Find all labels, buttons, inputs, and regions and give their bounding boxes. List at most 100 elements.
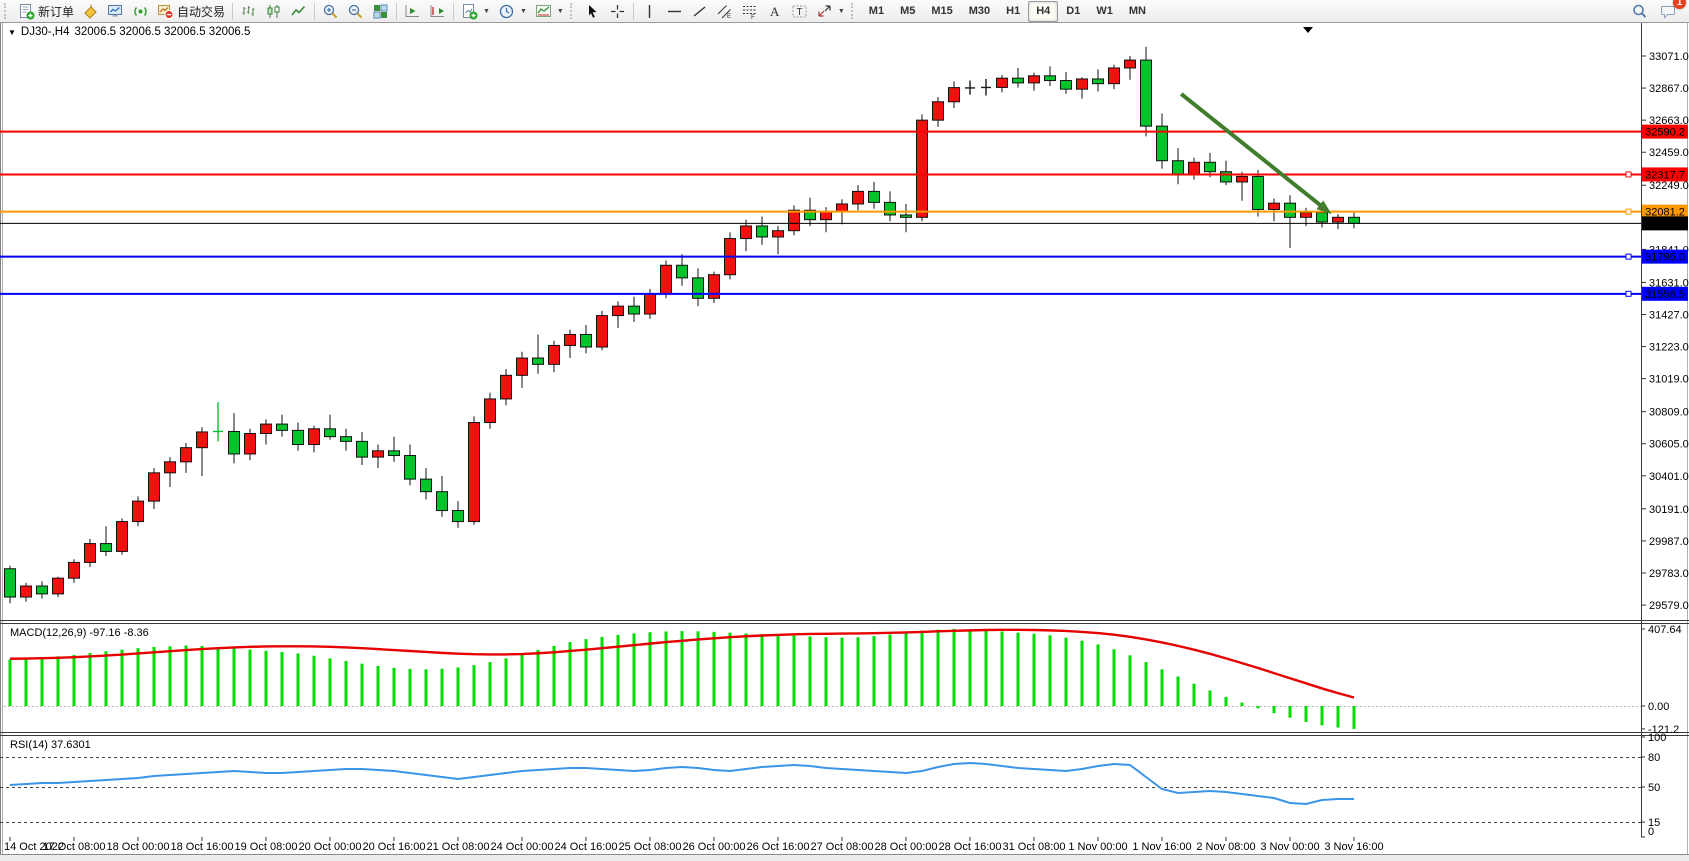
chart-shift-icon	[429, 3, 446, 20]
crosshair-button[interactable]	[605, 0, 630, 23]
timeframe-w1-button[interactable]: W1	[1096, 4, 1113, 17]
candle-body	[68, 561, 80, 579]
candle-body	[52, 577, 64, 595]
auto-scroll-button[interactable]	[400, 0, 425, 23]
line-chart-button[interactable]	[286, 0, 311, 23]
toolbar-grip	[4, 3, 10, 19]
price-level-badge	[1642, 124, 1688, 139]
price-level-badge-label: 31795.0	[1645, 252, 1685, 264]
candle-body	[20, 585, 32, 598]
price-axis-label: 31223.0	[1649, 342, 1689, 354]
time-axis-label: 20 Oct 16:00	[363, 841, 426, 853]
candle-body	[196, 431, 208, 449]
trendline-button[interactable]	[687, 0, 712, 23]
candle-body	[852, 190, 864, 205]
time-axis-label: 28 Oct 16:00	[939, 841, 1002, 853]
trend-arrow[interactable]	[1179, 92, 1327, 211]
tile-windows-button[interactable]	[368, 0, 393, 23]
candle-body	[756, 225, 768, 238]
time-axis-label: 26 Oct 00:00	[683, 841, 746, 853]
macd-axis-label: 0.00	[1648, 701, 1669, 713]
text-button[interactable]: A	[762, 0, 787, 23]
chart-canvas[interactable]: 33071.032867.032663.032459.032249.031841…	[0, 23, 1689, 860]
candle-body	[36, 585, 48, 595]
time-axis-label: 31 Oct 08:00	[1003, 841, 1066, 853]
timeframe-m5-button[interactable]: M5	[900, 4, 916, 17]
toolbar-separator	[453, 2, 455, 20]
indicators-button[interactable]: ▼	[531, 0, 568, 23]
candle-body	[500, 374, 512, 400]
price-axis-label: 32249.0	[1649, 180, 1689, 192]
level-handle[interactable]	[1625, 253, 1632, 260]
svg-text:F: F	[751, 14, 755, 20]
candle-body	[948, 87, 960, 103]
chart-shift-button[interactable]	[425, 0, 450, 23]
chevron-down-icon[interactable]: ▼	[837, 7, 845, 15]
vertical-line-button[interactable]	[637, 0, 662, 23]
signal-button[interactable]	[128, 0, 153, 23]
chevron-down-icon[interactable]: ▼	[483, 7, 490, 15]
timeframe-h4-button[interactable]: H4	[1028, 0, 1059, 22]
charts-window-button[interactable]	[103, 0, 128, 23]
chevron-down-icon[interactable]: ▼	[556, 7, 564, 15]
styles-button[interactable]	[78, 0, 103, 23]
new-chart-button[interactable]: ▼	[457, 0, 494, 23]
candle-body	[1236, 175, 1248, 183]
candle-body	[1108, 67, 1120, 85]
zoom-in-button[interactable]	[318, 0, 343, 23]
zoom-out-button[interactable]	[343, 0, 368, 23]
new-order-button[interactable]: 新订单	[14, 0, 78, 23]
chevron-down-icon[interactable]: ▼	[519, 7, 527, 15]
cursor-button[interactable]	[580, 0, 605, 23]
candle-body	[372, 450, 384, 458]
level-handle[interactable]	[1625, 290, 1632, 297]
timeframe-m15-button[interactable]: M15	[931, 4, 953, 17]
charts-window-icon	[107, 3, 124, 20]
toolbar-grip	[850, 3, 857, 19]
price-axis-label: 31631.0	[1649, 277, 1689, 289]
time-axis-label: 14 Oct 2022	[4, 841, 64, 853]
timeframe-mn-button[interactable]: MN	[1128, 4, 1146, 17]
horizontal-line-button[interactable]	[662, 0, 687, 23]
arrows-button[interactable]: ▼	[812, 0, 849, 23]
text-icon: A	[766, 3, 783, 20]
candle-body	[884, 201, 896, 216]
auto-trading-button[interactable]: 自动交易	[153, 0, 229, 23]
timeframe-m1-button[interactable]: M1	[868, 4, 885, 17]
periods-button[interactable]: ▼	[494, 0, 531, 23]
candlestick-chart-button[interactable]	[261, 0, 286, 23]
toolbar-separator	[632, 2, 634, 20]
candle-body	[468, 422, 480, 523]
price-axis-label: 29783.0	[1649, 568, 1689, 580]
collapse-chart-icon[interactable]: ▼	[8, 27, 16, 37]
text-label-button[interactable]: T	[787, 0, 812, 23]
candle-body	[692, 277, 704, 299]
search-icon	[1631, 3, 1648, 20]
trend-arrow-head[interactable]	[1316, 200, 1332, 215]
candle-body	[436, 491, 448, 512]
candle-body	[1028, 75, 1040, 84]
candle-body	[1300, 212, 1312, 218]
timeframe-d1-button[interactable]: D1	[1066, 4, 1081, 17]
search-button[interactable]	[1627, 0, 1652, 23]
candle-body	[660, 264, 672, 295]
fibonacci-button[interactable]: F	[737, 0, 762, 23]
candle-body	[612, 305, 624, 317]
price-axis-label: 31019.0	[1649, 374, 1689, 386]
candle-body	[100, 543, 112, 552]
bar-chart-button[interactable]	[236, 0, 261, 23]
macd-indicator-label: MACD(12,26,9) -97.16 -8.36	[10, 627, 149, 639]
price-axis-label: 32459.0	[1649, 147, 1689, 159]
timeframe-m30-button[interactable]: M30	[968, 4, 991, 17]
timeframe-h1-button[interactable]: H1	[1006, 4, 1021, 17]
crosshair-icon	[609, 3, 626, 20]
price-axis-label: 30401.0	[1649, 471, 1689, 483]
chart-window[interactable]: ▼ DJ30-,H4 32006.5 32006.5 32006.5 32006…	[0, 23, 1689, 860]
candle-body	[84, 543, 96, 563]
candle-body	[132, 500, 144, 523]
toolbar-button-label: 自动交易	[177, 4, 226, 19]
chat-button[interactable]: 1	[1656, 0, 1686, 23]
level-handle[interactable]	[1625, 171, 1632, 178]
level-handle[interactable]	[1625, 208, 1632, 215]
equidistant-channel-button[interactable]: E	[712, 0, 737, 23]
